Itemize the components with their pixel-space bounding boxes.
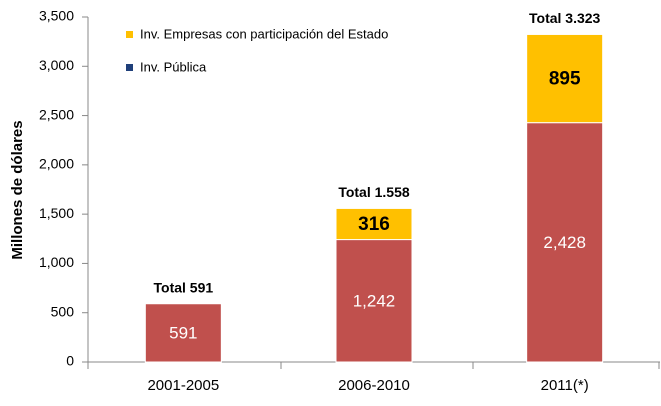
y-tick-label: 1,500 xyxy=(39,205,74,221)
y-tick-label: 500 xyxy=(51,303,75,319)
y-axis-label: Millones de dólares xyxy=(9,120,26,259)
total-annotation: Total 1.558 xyxy=(338,184,410,200)
bar-segment xyxy=(144,303,222,363)
y-tick-label: 2,500 xyxy=(39,106,74,122)
y-tick-label: 3,000 xyxy=(39,57,74,73)
value-label: 316 xyxy=(358,214,390,235)
total-annotation: Total 3.323 xyxy=(529,10,601,26)
legend-label: Inv. Empresas con participación del Esta… xyxy=(140,26,388,41)
total-annotation: Total 591 xyxy=(154,279,214,295)
bar-segment xyxy=(335,207,413,241)
legend-swatch xyxy=(126,31,133,38)
y-tick-label: 1,000 xyxy=(39,254,74,270)
legend-label: Inv. Pública xyxy=(140,59,207,74)
legend-swatch xyxy=(126,64,133,71)
x-tick-label: 2001-2005 xyxy=(147,377,219,394)
x-tick-label: 2011(*) xyxy=(541,377,589,394)
bar-segment xyxy=(335,239,413,363)
bar-segment xyxy=(526,122,604,363)
x-tick-label: 2006-2010 xyxy=(338,377,410,394)
y-tick-label: 3,500 xyxy=(39,8,74,24)
y-tick-label: 2,000 xyxy=(39,156,74,172)
value-label: 591 xyxy=(169,323,197,342)
bar-segment xyxy=(526,33,604,124)
value-label: 895 xyxy=(549,69,581,90)
value-label: 1,242 xyxy=(353,291,396,310)
value-label: 2,428 xyxy=(543,233,586,252)
y-tick-label: 0 xyxy=(66,353,74,369)
